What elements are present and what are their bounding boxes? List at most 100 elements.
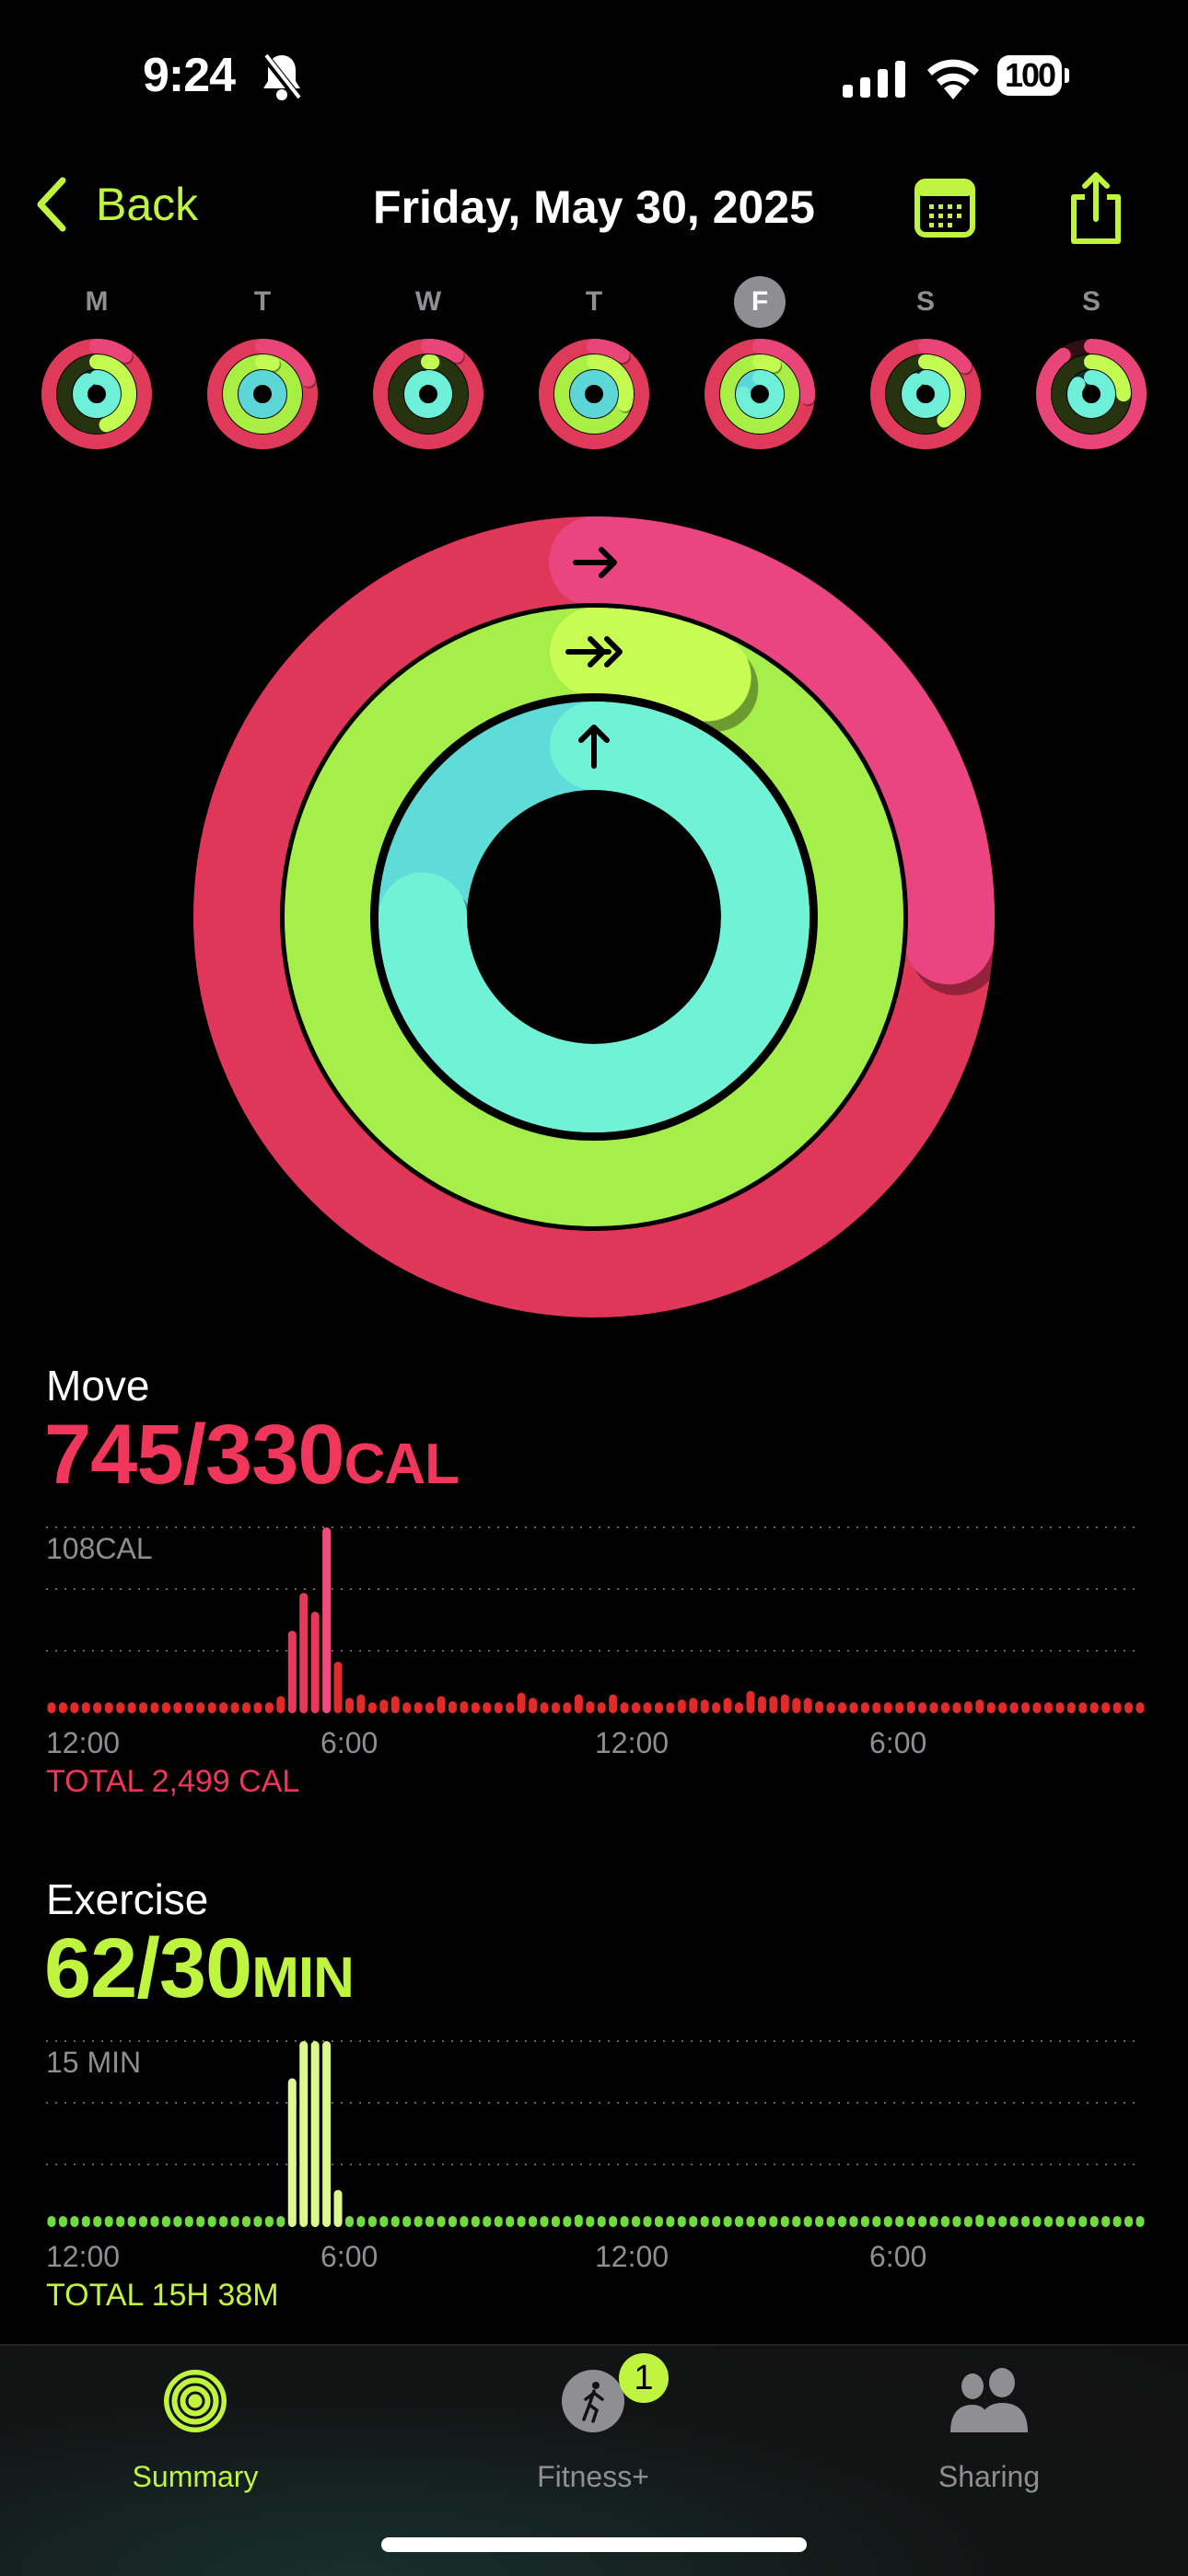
bar <box>632 2216 641 2227</box>
bar <box>150 1702 159 1713</box>
bar <box>792 2216 801 2227</box>
bar <box>677 2216 686 2227</box>
day-rings-button[interactable] <box>371 337 485 451</box>
bar <box>1089 1702 1099 1713</box>
bar <box>93 2216 102 2227</box>
bar <box>139 2216 148 2227</box>
battery-icon: 100 <box>997 55 1062 96</box>
day-rings-button[interactable] <box>868 337 983 451</box>
exercise-total: TOTAL 15H 38M <box>46 2278 279 2313</box>
bar <box>333 2189 343 2227</box>
tab-sharing[interactable]: Sharing <box>879 2368 1100 2493</box>
day-rings-button[interactable] <box>703 337 817 451</box>
bell-slash-icon <box>261 52 303 102</box>
bar <box>1089 2216 1099 2227</box>
day-letter: T <box>585 286 603 317</box>
tab-sharing-label: Sharing <box>938 2460 1041 2493</box>
bar <box>975 1700 984 1713</box>
bar <box>1066 1702 1076 1713</box>
status-time: 9:24 <box>143 49 236 102</box>
bar <box>460 2216 469 2227</box>
page-title: Friday, May 30, 2025 <box>373 181 815 233</box>
bar <box>173 1702 182 1713</box>
bar <box>460 1700 469 1713</box>
bar <box>230 2216 239 2227</box>
bar <box>506 1702 515 1713</box>
bar <box>310 1611 320 1713</box>
bar <box>620 2216 629 2227</box>
bar <box>356 1694 366 1713</box>
bar <box>746 1690 755 1713</box>
bar <box>574 1694 583 1713</box>
bar <box>849 1702 858 1713</box>
bar <box>1066 2216 1076 2227</box>
bar <box>1021 2216 1031 2227</box>
bar <box>609 2216 618 2227</box>
bar <box>1043 1702 1053 1713</box>
bar <box>700 1700 709 1713</box>
bar <box>895 2216 904 2227</box>
bar <box>998 1702 1007 1713</box>
bar <box>986 2216 996 2227</box>
bar <box>872 1702 881 1713</box>
day-rings-button[interactable] <box>1034 337 1148 451</box>
bar <box>975 2214 984 2227</box>
bar <box>540 1702 549 1713</box>
move-arrow-icon <box>573 547 617 578</box>
bar <box>379 1700 389 1713</box>
day-rings-button[interactable] <box>205 337 320 451</box>
tab-summary[interactable]: Summary <box>85 2368 306 2493</box>
wifi-icon <box>927 59 979 99</box>
bar <box>540 2216 549 2227</box>
bar <box>1101 1702 1111 1713</box>
bar <box>230 1702 239 1713</box>
x-tick-label: 6:00 <box>320 1726 379 1759</box>
bar <box>287 2078 297 2227</box>
tab-fitness-plus[interactable]: 1 Fitness+ <box>483 2353 704 2493</box>
tab-bar: Summary 1 Fitness+ Sharing <box>0 2344 1188 2576</box>
bar <box>506 2216 515 2227</box>
move-value: 745/330CAL <box>44 1407 460 1503</box>
day-rings-button[interactable] <box>40 337 154 451</box>
x-tick-label: 6:00 <box>869 2240 927 2273</box>
bar <box>517 2216 526 2227</box>
x-tick-label: 12:00 <box>595 2240 670 2273</box>
stand-arrow-icon <box>578 725 610 769</box>
bar <box>139 1702 148 1713</box>
bar <box>402 2216 412 2227</box>
signal-icon <box>843 61 905 98</box>
bar <box>757 2216 766 2227</box>
bar <box>609 1694 618 1713</box>
move-total: TOTAL 2,499 CAL <box>46 1764 300 1799</box>
bar <box>1032 2216 1042 2227</box>
exercise-value-unit: MIN <box>251 1946 355 2010</box>
bar <box>1078 1702 1088 1713</box>
bar <box>757 1696 766 1713</box>
day-rings-button[interactable] <box>537 337 651 451</box>
share-icon[interactable] <box>1068 171 1124 245</box>
bar <box>940 1702 949 1713</box>
day-stand-ring <box>1067 370 1115 418</box>
bar <box>815 1700 824 1713</box>
day-letter: W <box>414 286 442 317</box>
bar <box>367 2216 377 2227</box>
bar <box>173 2216 182 2227</box>
bar <box>196 2216 205 2227</box>
bar <box>253 2216 262 2227</box>
back-button[interactable]: Back <box>33 177 198 232</box>
bar <box>1112 1702 1122 1713</box>
bar <box>838 2216 847 2227</box>
bar <box>1043 2216 1053 2227</box>
bar <box>219 1702 228 1713</box>
home-indicator[interactable] <box>381 2537 807 2552</box>
bar <box>803 1698 812 1713</box>
calendar-icon[interactable] <box>914 179 975 238</box>
bar <box>413 2216 423 2227</box>
bar <box>70 2216 79 2227</box>
fitness-plus-badge: 1 <box>619 2353 669 2403</box>
bar <box>1124 1702 1134 1713</box>
bar <box>1055 2216 1065 2227</box>
bar <box>483 1702 492 1713</box>
bar <box>494 1702 503 1713</box>
bar <box>769 1696 778 1713</box>
